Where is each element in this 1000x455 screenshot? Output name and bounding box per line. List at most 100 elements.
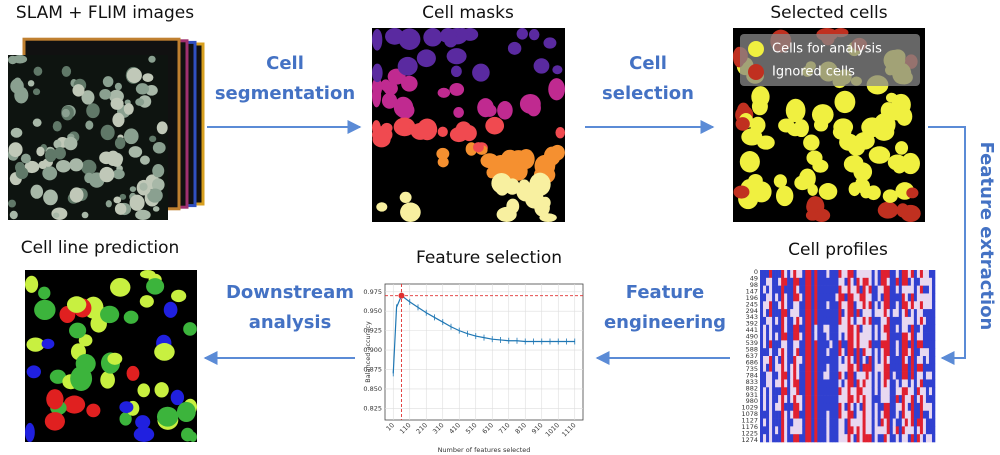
heatmap-cell xyxy=(793,418,797,427)
heatmap-cell xyxy=(778,379,782,388)
heatmap-cell xyxy=(814,371,818,380)
heatmap-cell xyxy=(904,270,909,279)
heatmap-cell xyxy=(883,410,888,419)
cell xyxy=(24,160,40,174)
heatmap-cell xyxy=(868,371,872,380)
heatmap-cell xyxy=(781,340,785,349)
heatmap-cell xyxy=(919,418,924,427)
heatmap-cell xyxy=(874,402,878,412)
heatmap-cell xyxy=(811,379,815,388)
heatmap-cell xyxy=(811,402,815,412)
heatmap-cell xyxy=(862,418,866,427)
cell xyxy=(33,66,43,76)
heatmap-cell xyxy=(931,309,936,318)
heatmap-cell xyxy=(871,324,875,333)
heatmap-cell xyxy=(802,387,806,396)
heatmap-cell xyxy=(874,340,878,349)
cell xyxy=(803,134,820,151)
cell xyxy=(446,48,467,65)
cell xyxy=(901,152,920,175)
heatmap-cell xyxy=(772,426,776,435)
heatmap-cell xyxy=(895,426,900,435)
heatmap-cell xyxy=(907,402,912,412)
heatmap-cell xyxy=(841,418,845,427)
heatmap-cell xyxy=(907,395,912,404)
cell xyxy=(148,55,156,63)
heatmap-cell xyxy=(862,324,866,333)
cell xyxy=(417,118,438,141)
heatmap-cell xyxy=(805,426,809,435)
heatmap-cell xyxy=(925,434,930,443)
legend-box xyxy=(740,34,920,86)
cell xyxy=(32,118,42,127)
heatmap-cell xyxy=(922,348,927,357)
heatmap-cell xyxy=(760,285,764,294)
heatmap-cell xyxy=(772,363,776,372)
heatmap-cell xyxy=(904,426,909,435)
heatmap-cell xyxy=(853,340,857,349)
heatmap-cell xyxy=(781,418,785,427)
heatmap-cell xyxy=(808,434,812,443)
heatmap-cell xyxy=(880,301,885,310)
heatmap-cell xyxy=(784,309,788,318)
heatmap-cell xyxy=(841,309,845,318)
heatmap-cell xyxy=(901,410,906,419)
heatmap-cell xyxy=(796,402,800,412)
heatmap-cell xyxy=(832,418,836,427)
heatmap-cell xyxy=(925,309,930,318)
heatmap-cell xyxy=(817,426,821,435)
heatmap-cell xyxy=(820,324,824,333)
heatmap-cell xyxy=(790,387,794,396)
heatmap-cell xyxy=(916,332,921,341)
heatmap-cell xyxy=(832,316,836,326)
heatmap-cell xyxy=(889,356,894,365)
heatmap-cell xyxy=(862,402,866,412)
cell xyxy=(63,136,78,151)
heatmap-cell xyxy=(793,324,797,333)
cell xyxy=(453,107,464,118)
heatmap-cell xyxy=(781,293,785,302)
heatmap-cell xyxy=(850,363,854,372)
cell xyxy=(436,147,450,160)
heatmap-cell xyxy=(850,270,854,279)
heatmap-cell xyxy=(847,277,851,286)
heatmap-cell xyxy=(898,301,903,310)
heatmap-cell xyxy=(829,410,833,419)
heatmap-cell xyxy=(784,316,788,326)
heatmap-cell xyxy=(823,309,827,318)
heatmap-cell xyxy=(865,434,869,443)
cell xyxy=(504,178,520,195)
cell xyxy=(832,124,852,140)
heatmap-cell xyxy=(838,395,842,404)
heatmap-cell xyxy=(838,348,842,357)
heatmap-cell xyxy=(877,434,881,443)
heatmap-cell xyxy=(790,418,794,427)
heatmap-cell xyxy=(811,270,815,279)
row-label: 1078 xyxy=(741,410,758,418)
heatmap-cell xyxy=(877,387,881,396)
cell xyxy=(843,155,862,173)
heatmap-cell xyxy=(865,316,869,326)
heatmap-cell xyxy=(856,293,860,302)
cell xyxy=(9,210,18,220)
heatmap-cell xyxy=(856,316,860,326)
heatmap-cell xyxy=(763,434,767,443)
node-title: Cell masks xyxy=(422,3,514,23)
heatmap-cell xyxy=(847,348,851,357)
heatmap-cell xyxy=(787,387,791,396)
cell xyxy=(8,199,17,208)
heatmap-cell xyxy=(862,285,866,294)
cell xyxy=(129,186,137,192)
heatmap-cell xyxy=(823,348,827,357)
heatmap-cell xyxy=(865,309,869,318)
cells xyxy=(372,27,566,223)
heatmap-cell xyxy=(814,395,818,404)
heatmap-cell xyxy=(793,332,797,341)
heatmap-cell xyxy=(889,434,894,443)
heatmap-cell xyxy=(898,348,903,357)
heatmap-cell xyxy=(796,434,800,443)
row-label: 833 xyxy=(746,378,758,386)
cell xyxy=(895,141,909,155)
cell xyxy=(154,343,175,361)
